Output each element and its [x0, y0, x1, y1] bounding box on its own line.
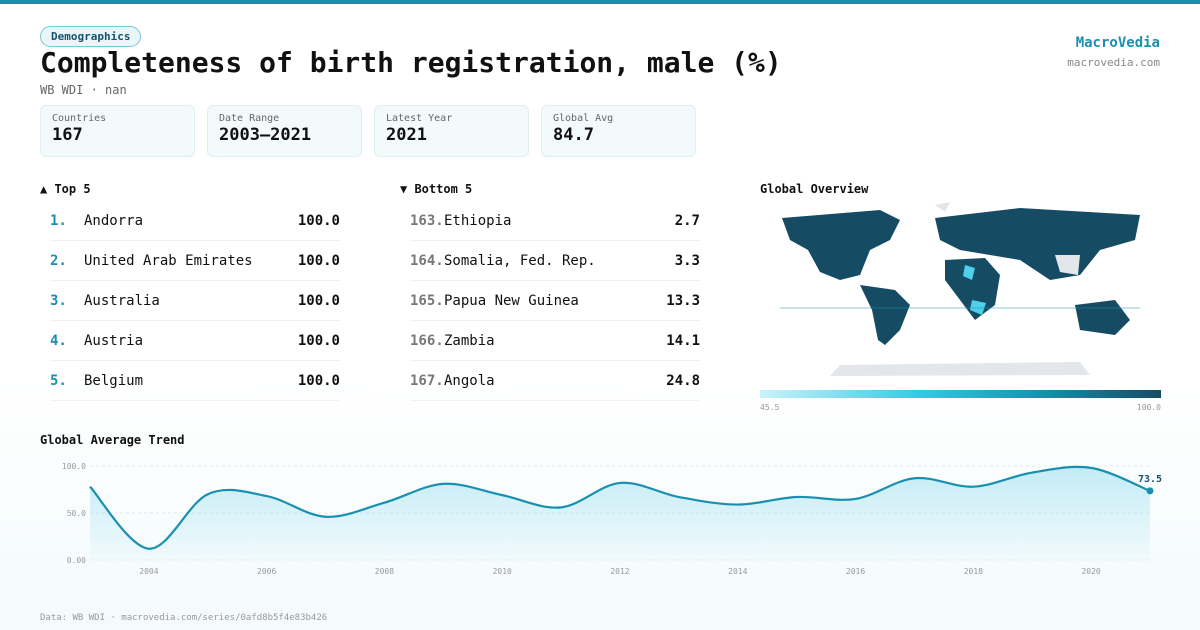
- ranking-list: 163. Ethiopia 2.7 164. Somalia, Fed. Rep. 3.3…: [410, 201, 700, 401]
- region-highlight: [970, 300, 986, 315]
- value: 3.3: [674, 252, 700, 269]
- country-name: Zambia: [444, 332, 495, 349]
- site[interactable]: macrovedia.com: [1067, 56, 1160, 69]
- value: 100.0: [297, 252, 340, 269]
- rank: 164.: [410, 252, 444, 269]
- stat-label: Date Range: [219, 113, 280, 124]
- x-tick-label: 2006: [257, 567, 276, 576]
- rank: 166.: [410, 332, 444, 349]
- page-title: Completeness of birth registration, male…: [40, 46, 782, 79]
- legend-min: 45.5: [760, 403, 779, 412]
- value: 2.7: [674, 212, 700, 229]
- end-point: [1146, 487, 1154, 495]
- region-africa: [945, 258, 1000, 320]
- section-title: ▲ Top 5: [40, 182, 91, 196]
- stat-value: 84.7: [553, 125, 594, 145]
- stat-card: Global Avg 84.7: [541, 105, 696, 157]
- stat-card: Latest Year 2021: [374, 105, 529, 157]
- stat-label: Latest Year: [386, 113, 453, 124]
- rank: 3.: [50, 292, 67, 309]
- ranking-row: 2. United Arab Emirates 100.0: [50, 241, 340, 281]
- value: 24.8: [666, 372, 700, 389]
- country-name: United Arab Emirates: [84, 252, 253, 269]
- region-south-america: [860, 285, 910, 345]
- x-tick-label: 2004: [139, 567, 158, 576]
- section-title: Global Overview: [760, 182, 869, 196]
- trend-chart: 0.00 50.0 100.0 2004 2006 2008 2010 2012 2014 201…: [62, 462, 1162, 576]
- value: 100.0: [297, 332, 340, 349]
- region-no-data: [1055, 255, 1080, 275]
- rank: 167.: [410, 372, 444, 389]
- value: 100.0: [297, 292, 340, 309]
- region-highlight: [963, 265, 975, 280]
- country-name: Andorra: [84, 212, 144, 229]
- rank: 4.: [50, 332, 67, 349]
- stat-value: 2003–2021: [219, 125, 312, 145]
- x-tick-label: 2016: [846, 567, 865, 576]
- stat-card: Date Range 2003–2021: [207, 105, 362, 157]
- ranking-row: 165. Papua New Guinea 13.3: [410, 281, 700, 321]
- x-tick-label: 2010: [493, 567, 512, 576]
- x-tick-label: 2008: [375, 567, 394, 576]
- y-tick-label: 50.0: [67, 509, 86, 518]
- region-no-data: [935, 202, 950, 212]
- value: 100.0: [297, 372, 340, 389]
- stat-label: Global Avg: [553, 113, 614, 124]
- ranking-row: 164. Somalia, Fed. Rep. 3.3: [410, 241, 700, 281]
- x-tick-label: 2018: [964, 567, 983, 576]
- section-title: Global Average Trend: [40, 433, 185, 447]
- rank: 163.: [410, 212, 444, 229]
- top-bar: [0, 0, 1200, 4]
- end-label: 73.5: [1138, 474, 1162, 485]
- color-legend: 45.5 100.0: [760, 390, 1161, 412]
- value: 100.0: [297, 212, 340, 229]
- ranking-row: 4. Austria 100.0: [50, 321, 340, 361]
- country-name: Ethiopia: [444, 212, 512, 229]
- ranking-row: 1. Andorra 100.0: [50, 201, 340, 241]
- ranking-row: 5. Belgium 100.0: [50, 361, 340, 401]
- line: [89, 465, 1151, 550]
- x-tick-label: 2012: [610, 567, 629, 576]
- rank: 1.: [50, 212, 67, 229]
- country-name: Austria: [84, 332, 144, 349]
- world-map: [780, 202, 1140, 376]
- ranking-row: 166. Zambia 14.1: [410, 321, 700, 361]
- area: [90, 466, 1150, 560]
- country-name: Australia: [84, 292, 160, 309]
- ranking-row: 3. Australia 100.0: [50, 281, 340, 321]
- stat-value: 2021: [386, 125, 427, 145]
- region-australia: [1075, 300, 1130, 335]
- subtitle: WB WDI · nan: [40, 83, 127, 97]
- country-name: Belgium: [84, 372, 144, 389]
- country-name: Papua New Guinea: [444, 292, 579, 309]
- x-tick-label: 2020: [1081, 567, 1100, 576]
- stat-card: Countries 167: [40, 105, 195, 157]
- rank: 165.: [410, 292, 444, 309]
- y-tick-label: 100.0: [62, 462, 86, 471]
- rank: 2.: [50, 252, 67, 269]
- brand[interactable]: MacroVedia: [1075, 35, 1160, 51]
- legend-max: 100.0: [1137, 403, 1161, 412]
- y-tick-label: 0.00: [67, 556, 86, 565]
- rank: 5.: [50, 372, 67, 389]
- footer: Data: WB WDI · macrovedia.com/series/0af…: [40, 613, 328, 623]
- value: 14.1: [666, 332, 700, 349]
- stat-label: Countries: [52, 113, 107, 124]
- color-bar: [760, 390, 1161, 398]
- value: 13.3: [666, 292, 700, 309]
- country-name: Somalia, Fed. Rep.: [444, 252, 596, 269]
- region-eurasia: [935, 208, 1140, 280]
- country-name: Angola: [444, 372, 495, 389]
- ranking-row: 163. Ethiopia 2.7: [410, 201, 700, 241]
- ranking-list: 1. Andorra 100.0 2. United Arab Emirates 100.…: [50, 201, 340, 401]
- region-north-america: [782, 210, 900, 280]
- x-tick-label: 2014: [728, 567, 747, 576]
- ranking-row: 167. Angola 24.8: [410, 361, 700, 401]
- stat-value: 167: [52, 125, 83, 145]
- section-title: ▼ Bottom 5: [400, 182, 473, 196]
- region-antarctica: [830, 362, 1090, 376]
- category-tag: Demographics: [40, 26, 142, 47]
